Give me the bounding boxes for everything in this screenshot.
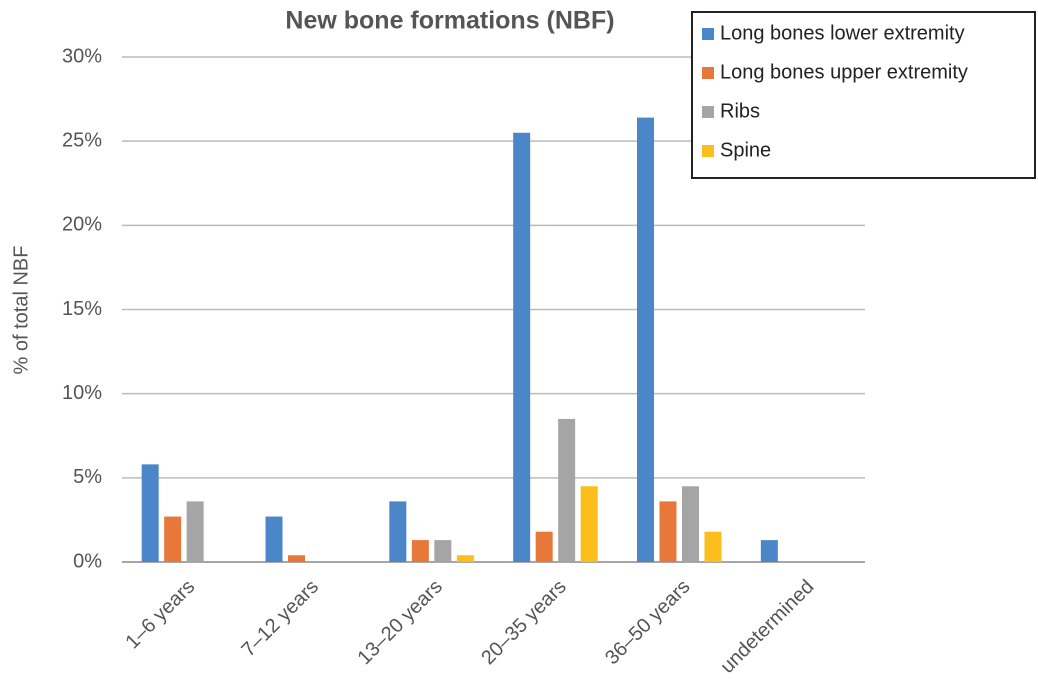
y-tick-label: 10% [62,382,102,404]
bar [704,531,722,562]
y-tick-label: 0% [73,550,102,572]
bar [164,516,182,562]
bar [513,132,531,562]
y-tick-label: 30% [62,45,102,67]
bar [637,117,654,562]
bar [760,540,778,562]
bar [411,540,429,562]
legend-swatch [702,145,714,157]
x-tick-label: 13–20 years [353,576,446,669]
y-axis-label: % of total NBF [10,246,32,375]
bar [580,486,598,562]
x-tick-label: 1–6 years [122,576,200,654]
legend-box [691,11,1036,179]
bar [389,501,407,562]
bar [558,418,576,562]
bar [456,555,474,562]
legend-label: Long bones upper extremity [720,61,968,83]
legend-label: Ribs [720,100,760,122]
y-tick-label: 20% [62,214,102,236]
y-tick-label: 5% [73,466,102,488]
bar [434,540,452,562]
legend-swatch [702,67,714,79]
chart-title: New bone formations (NBF) [285,7,614,35]
legend-label: Long bones lower extremity [720,22,965,44]
y-tick-label: 25% [62,129,102,151]
x-tick-label: 20–35 years [477,576,570,669]
bar [535,531,553,562]
bar [141,464,159,562]
legend-label: Spine [720,139,771,161]
bar [659,501,677,562]
y-tick-label: 15% [62,298,102,320]
legend-swatch [702,106,714,118]
bar [288,555,305,562]
x-tick-label: 7–12 years [237,576,323,662]
x-tick-label: undetermined [716,576,818,678]
bar [682,486,699,562]
bar [186,501,204,562]
legend-swatch [702,28,714,40]
x-tick-label: 36–50 years [601,576,694,669]
bar [265,516,283,562]
